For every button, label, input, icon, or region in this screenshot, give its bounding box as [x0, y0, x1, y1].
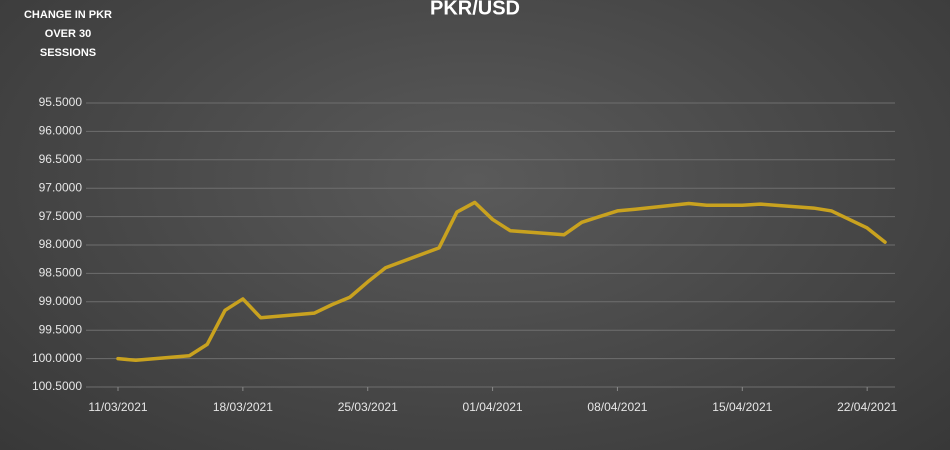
x-tick-label: 01/04/2021 — [463, 400, 523, 414]
y-tick-label: 96.0000 — [39, 124, 83, 138]
x-tick-label: 25/03/2021 — [338, 400, 398, 414]
chart-subtitle: CHANGE IN PKR OVER 30 SESSIONS — [23, 9, 112, 59]
y-tick-label: 95.5000 — [39, 95, 83, 109]
chart-title: PKR/USD — [430, 0, 520, 19]
y-tick-label: 98.5000 — [39, 266, 83, 280]
line-series — [116, 200, 887, 363]
y-tick-label: 100.5000 — [32, 379, 82, 393]
x-tick-label: 22/04/2021 — [837, 400, 897, 414]
y-tick-label: 97.0000 — [39, 180, 83, 194]
y-tick-label: 96.5000 — [39, 152, 83, 166]
y-tick-label: 99.5000 — [39, 322, 83, 336]
x-tick-label: 18/03/2021 — [213, 400, 273, 414]
y-tick-label: 98.0000 — [39, 237, 83, 251]
x-tick-label: 15/04/2021 — [712, 400, 772, 414]
x-tick-label: 08/04/2021 — [587, 400, 647, 414]
x-tick-label: 11/03/2021 — [88, 400, 147, 414]
y-tick-label: 100.0000 — [32, 351, 82, 365]
y-tick-label: 99.0000 — [39, 294, 83, 308]
y-tick-label: 97.5000 — [39, 209, 83, 223]
